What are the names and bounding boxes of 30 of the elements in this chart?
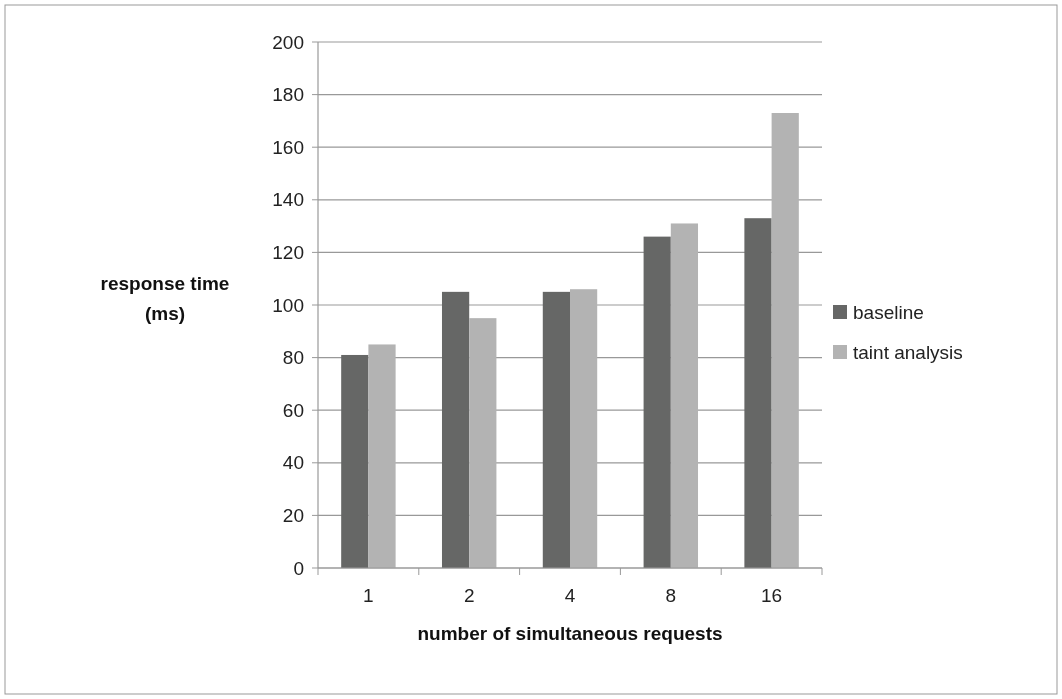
y-tick-label: 80 <box>282 347 304 369</box>
y-tick-label: 0 <box>293 557 304 579</box>
legend-label: baseline <box>853 301 924 323</box>
bar <box>570 289 598 568</box>
legend-label: taint analysis <box>853 341 963 363</box>
bar <box>341 354 369 568</box>
bar <box>643 236 671 568</box>
bar <box>542 291 570 568</box>
x-tick-label: 1 <box>363 585 374 606</box>
y-tick-label: 100 <box>272 294 304 316</box>
bar <box>368 344 396 568</box>
y-axis-title: response time (ms) <box>100 273 230 324</box>
x-tick-label: 8 <box>665 585 677 606</box>
y-tick-label: 120 <box>272 242 304 264</box>
y-tick-label: 40 <box>282 452 304 474</box>
x-tick-label: 16 <box>761 585 783 606</box>
bar <box>441 291 470 568</box>
bar <box>469 318 497 568</box>
x-tick-label: 2 <box>463 585 475 606</box>
bar <box>744 218 772 568</box>
x-axis-title: number of simultaneous requests <box>417 623 723 644</box>
bar <box>771 113 799 568</box>
x-tick-label: 4 <box>564 585 576 606</box>
y-tick-label: 160 <box>272 136 304 158</box>
bar <box>670 223 699 568</box>
y-tick-label: 60 <box>282 399 304 421</box>
y-tick-label: 140 <box>272 189 304 211</box>
y-tick-label: 200 <box>272 31 304 53</box>
y-tick-label: 180 <box>272 84 304 106</box>
y-tick-label: 20 <box>282 505 304 527</box>
